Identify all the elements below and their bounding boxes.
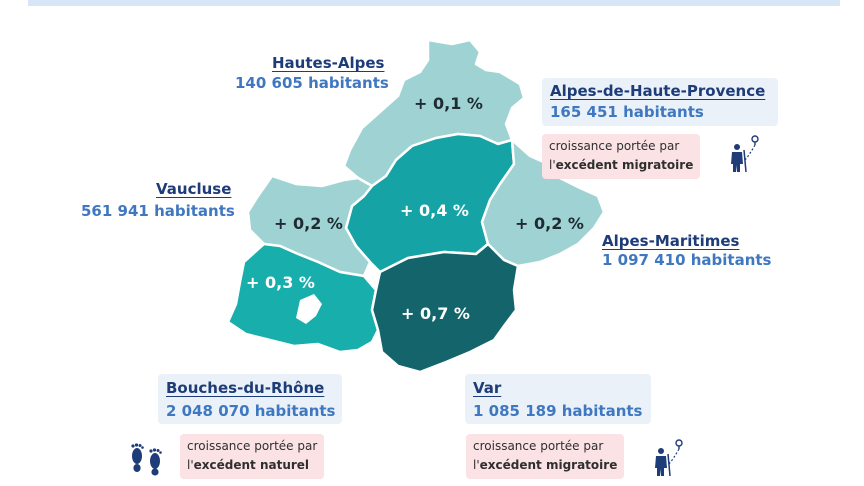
label-alpes-de-haute-provence-name: Alpes-de-Haute-Provence [550,82,766,100]
note-article: l' [473,458,480,472]
growth-bouches-du-rhone: + 0,3 % [246,273,315,292]
label-hautes-alpes-name: Hautes-Alpes [272,54,385,72]
label-bouches-du-rhone-name: Bouches-du-Rhône [166,379,325,397]
label-alpes-maritimes-population: 1 097 410 habitants [602,251,772,269]
growth-vaucluse: + 0,2 % [274,214,343,233]
lake-inlet [296,294,322,324]
note-prefix: croissance portée par [187,439,318,453]
note-driver: excédent migratoire [555,158,694,172]
top-banner-strip [28,0,840,6]
label-alpes-maritimes-name: Alpes-Maritimes [602,232,740,250]
label-var-name: Var [473,379,502,397]
label-hautes-alpes-population: 140 605 habitants [235,74,389,92]
label-var-chip [465,374,651,424]
migrant-walking-icon [731,135,759,173]
label-alpes-de-haute-provence-population: 165 451 habitants [550,103,704,121]
region-vaucluse[interactable] [246,174,374,278]
label-alpes-de-haute-provence-chip [542,78,778,126]
growth-alpes-maritimes: + 0,2 % [515,214,584,233]
note-prefix: croissance portée par [473,439,604,453]
region-var[interactable] [370,242,520,374]
growth-hautes-alpes: + 0,1 % [414,94,483,113]
note-alpes-de-haute-provence: croissance portée par l'excédent migrato… [542,134,701,179]
note-var: croissance portée par l'excédent migrato… [466,434,625,479]
growth-alpes-de-haute-provence: + 0,4 % [400,201,469,220]
note-driver: excédent naturel [193,458,310,472]
note-article: l' [187,458,194,472]
migrant-walking-icon [655,439,683,477]
note-article: l' [549,158,556,172]
label-bouches-du-rhone-population: 2 048 070 habitants [166,402,336,420]
note-bouches-du-rhone: croissance portée par l'excédent naturel [180,434,325,479]
label-bouches-du-rhone-chip [158,374,342,424]
footprints-icon [131,443,162,476]
label-vaucluse-population: 561 941 habitants [81,202,235,220]
label-var-population: 1 085 189 habitants [473,402,643,420]
growth-var: + 0,7 % [401,304,470,323]
label-vaucluse-name: Vaucluse [156,180,232,198]
region-bouches-du-rhone[interactable] [226,242,380,354]
note-prefix: croissance portée par [549,139,680,153]
note-driver: excédent migratoire [479,458,618,472]
